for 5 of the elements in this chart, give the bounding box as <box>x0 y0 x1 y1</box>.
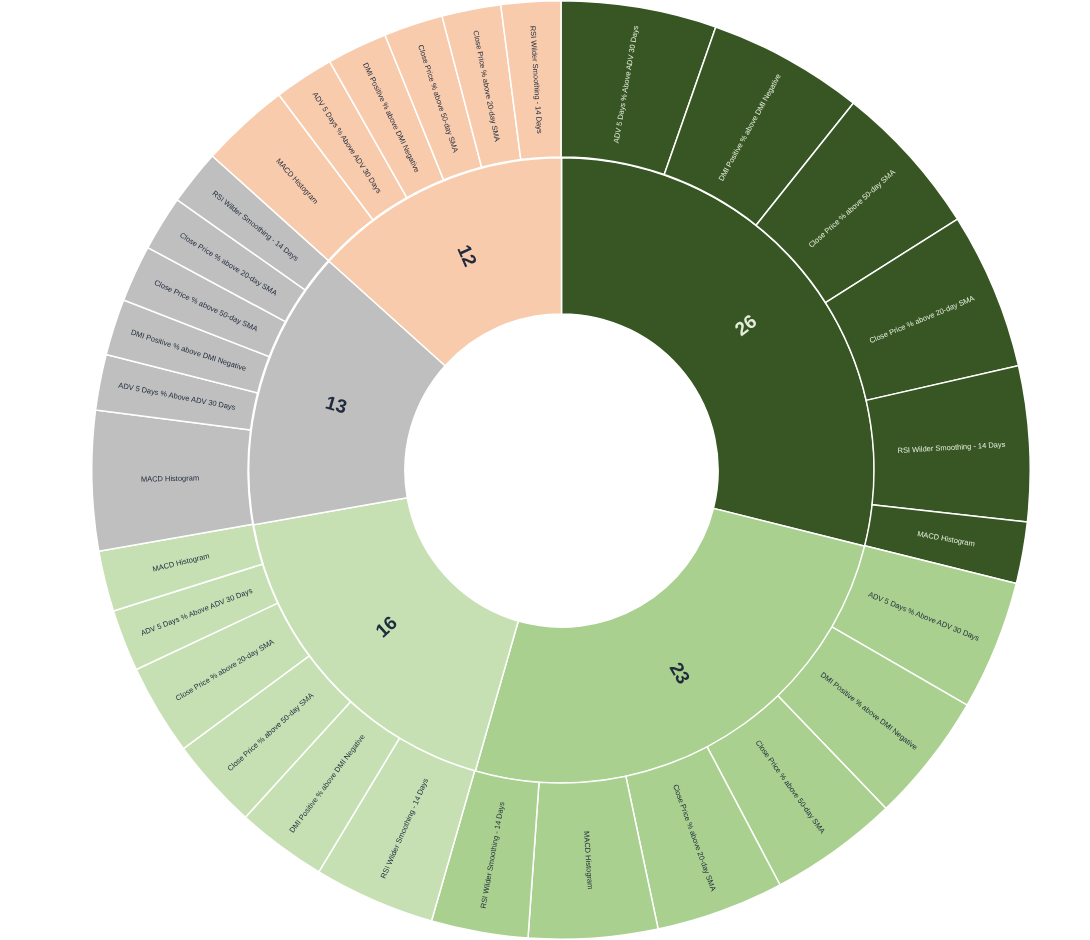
data-label: 16 <box>370 611 401 641</box>
data-label: 12 <box>452 241 481 270</box>
data-label: 13 <box>322 391 349 418</box>
data-label: 23 <box>665 658 694 688</box>
data-label: 26 <box>730 309 760 340</box>
